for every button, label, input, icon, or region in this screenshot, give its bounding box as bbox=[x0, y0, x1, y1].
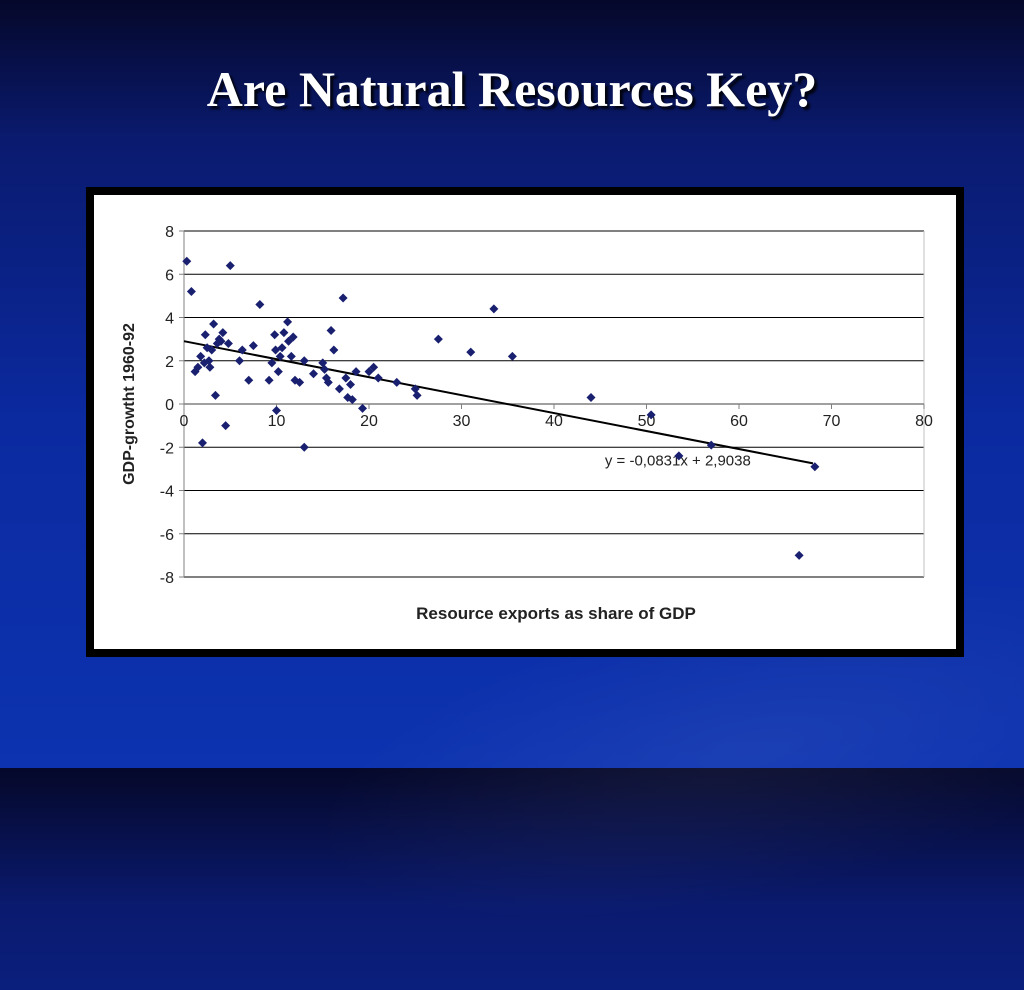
data-point-70 bbox=[674, 451, 684, 461]
data-point-12 bbox=[209, 319, 219, 329]
data-point-64 bbox=[433, 334, 443, 344]
data-point-7 bbox=[200, 330, 210, 340]
axes bbox=[179, 230, 925, 578]
data-point-16 bbox=[216, 336, 226, 346]
chart-background bbox=[94, 195, 956, 649]
y-tick-label-1: -6 bbox=[160, 527, 174, 544]
data-point-67 bbox=[507, 351, 517, 361]
data-point-34 bbox=[279, 328, 289, 338]
trendline-equation: y = -0,0831x + 2,9038 bbox=[605, 453, 751, 470]
data-point-53 bbox=[343, 393, 353, 403]
x-tick-label-0: 0 bbox=[180, 413, 189, 430]
data-point-43 bbox=[309, 369, 318, 379]
data-point-10 bbox=[205, 362, 215, 372]
data-point-6 bbox=[199, 358, 209, 368]
data-point-47 bbox=[323, 377, 333, 387]
y-tick-labels: -8 -6 -4 -2 0 2 4 6 8 bbox=[160, 224, 174, 587]
data-point-20 bbox=[225, 261, 235, 271]
data-point-65 bbox=[466, 347, 476, 357]
data-point-35 bbox=[283, 317, 293, 327]
x-tick-label-2: 20 bbox=[360, 413, 378, 430]
y-tick-label-7: 6 bbox=[165, 267, 174, 284]
data-point-29 bbox=[271, 345, 281, 355]
data-point-63 bbox=[412, 390, 422, 400]
data-point-68 bbox=[586, 393, 596, 403]
data-point-18 bbox=[221, 421, 231, 431]
trendline-group: y = -0,0831x + 2,9038 bbox=[183, 340, 814, 470]
data-point-26 bbox=[264, 375, 274, 385]
y-tick-label-3: -2 bbox=[160, 440, 174, 457]
data-points bbox=[182, 256, 820, 560]
data-point-48 bbox=[326, 325, 336, 335]
data-point-45 bbox=[320, 364, 330, 374]
y-tick-label-4: 0 bbox=[165, 397, 174, 414]
data-point-62 bbox=[410, 384, 420, 394]
data-point-3 bbox=[193, 362, 203, 372]
data-point-21 bbox=[235, 356, 244, 366]
y-tick-label-2: -4 bbox=[160, 484, 174, 501]
data-point-73 bbox=[810, 462, 820, 472]
data-point-5 bbox=[198, 438, 207, 448]
data-point-13 bbox=[210, 390, 220, 400]
data-point-27 bbox=[267, 358, 277, 368]
data-point-56 bbox=[351, 367, 361, 377]
data-point-66 bbox=[489, 304, 499, 314]
data-point-37 bbox=[286, 351, 296, 361]
x-tick-label-3: 30 bbox=[453, 413, 471, 430]
x-tick-label-4: 40 bbox=[545, 413, 563, 430]
data-point-11 bbox=[207, 345, 217, 355]
data-point-51 bbox=[338, 293, 348, 303]
data-point-40 bbox=[295, 377, 305, 387]
data-point-44 bbox=[318, 358, 328, 368]
y-tick-label-5: 2 bbox=[165, 354, 174, 371]
y-tick-label-8: 8 bbox=[165, 224, 174, 241]
y-tick-label-0: -8 bbox=[160, 570, 174, 587]
data-point-54 bbox=[346, 380, 355, 390]
data-point-9 bbox=[204, 356, 214, 366]
data-point-30 bbox=[272, 405, 281, 415]
data-point-69 bbox=[646, 410, 656, 420]
data-point-71 bbox=[706, 440, 716, 450]
data-point-59 bbox=[369, 362, 379, 372]
slide-title: Are Natural Resources Key? bbox=[206, 61, 818, 117]
data-point-1 bbox=[186, 287, 196, 297]
data-point-32 bbox=[275, 351, 285, 361]
data-point-28 bbox=[270, 330, 280, 340]
data-point-41 bbox=[299, 356, 309, 366]
data-point-33 bbox=[277, 343, 287, 353]
x-tick-label-8: 80 bbox=[915, 413, 933, 430]
data-point-55 bbox=[347, 395, 357, 405]
data-point-61 bbox=[392, 377, 402, 387]
data-point-72 bbox=[794, 550, 804, 560]
y-axis-label: GDP-growtht 1960-92 bbox=[121, 323, 138, 485]
x-tick-label-6: 60 bbox=[730, 413, 748, 430]
data-point-31 bbox=[273, 367, 283, 377]
x-tick-label-7: 70 bbox=[823, 413, 841, 430]
x-axis-label: Resource exports as share of GDP bbox=[416, 604, 696, 623]
x-tick-label-1: 10 bbox=[268, 413, 286, 430]
data-point-22 bbox=[237, 345, 247, 355]
data-point-0 bbox=[182, 256, 192, 266]
data-point-57 bbox=[358, 403, 368, 413]
data-point-19 bbox=[223, 338, 233, 348]
data-point-52 bbox=[341, 373, 351, 383]
data-point-2 bbox=[190, 367, 200, 377]
y-tick-label-6: 4 bbox=[165, 311, 174, 328]
data-point-25 bbox=[255, 300, 265, 310]
data-point-42 bbox=[299, 442, 309, 452]
data-point-4 bbox=[196, 351, 206, 361]
data-point-23 bbox=[244, 375, 254, 385]
data-point-17 bbox=[218, 328, 228, 338]
data-point-49 bbox=[329, 345, 339, 355]
data-point-24 bbox=[248, 341, 258, 351]
data-point-60 bbox=[373, 373, 383, 383]
data-point-50 bbox=[334, 384, 344, 394]
data-point-38 bbox=[288, 332, 298, 342]
trendline bbox=[183, 340, 814, 465]
